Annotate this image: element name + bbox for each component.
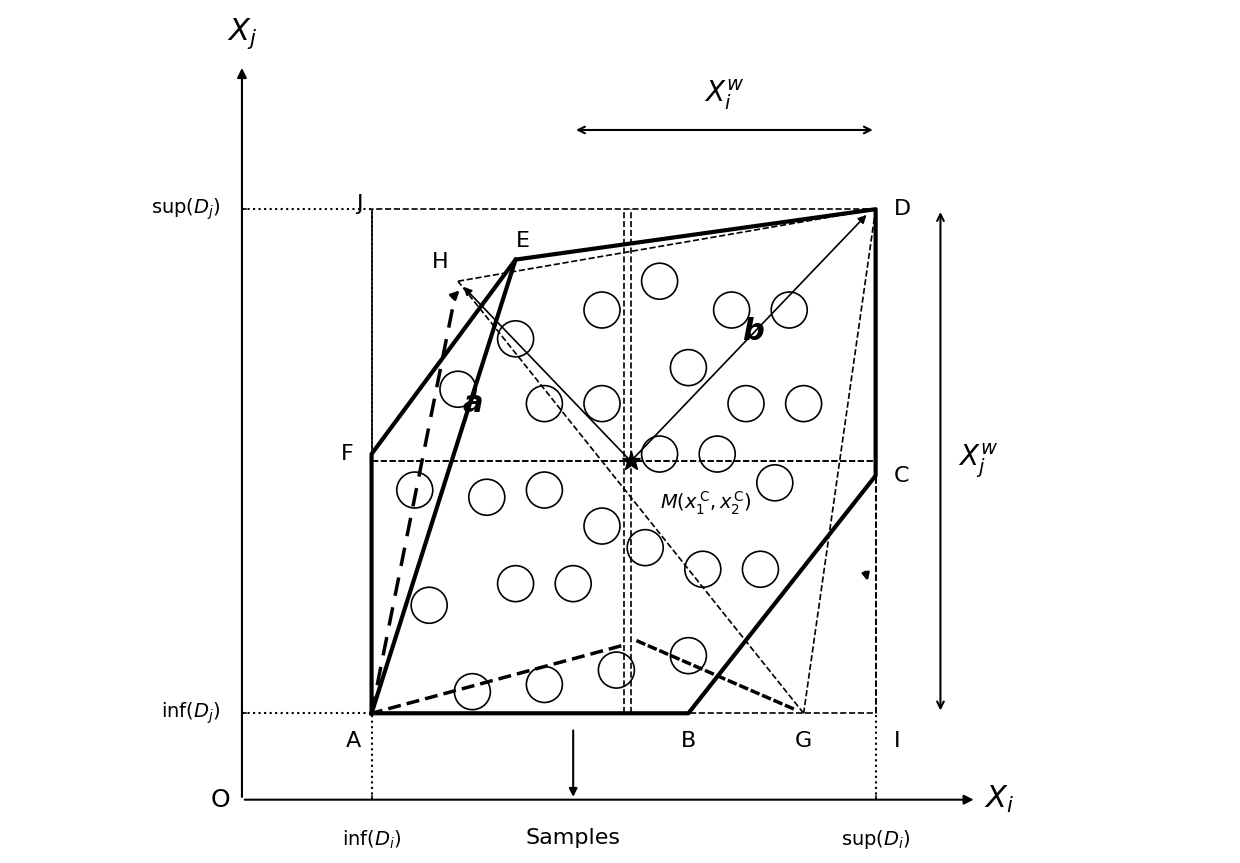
- Text: E: E: [516, 230, 529, 250]
- Text: $\inf(D_i)$: $\inf(D_i)$: [342, 828, 402, 851]
- Text: D: D: [894, 199, 910, 219]
- Text: $X_i$: $X_i$: [983, 784, 1013, 816]
- Text: $X_j^w$: $X_j^w$: [959, 442, 998, 481]
- Text: b: b: [743, 317, 764, 346]
- Text: a: a: [463, 389, 482, 419]
- Text: J: J: [356, 194, 362, 214]
- Text: F: F: [341, 444, 353, 464]
- Text: $\inf(D_j)$: $\inf(D_j)$: [161, 701, 221, 726]
- Text: $X_i^w$: $X_i^w$: [704, 78, 744, 112]
- Text: O: O: [211, 788, 231, 812]
- Text: C: C: [894, 466, 909, 486]
- Text: I: I: [894, 731, 900, 752]
- Text: $\sup(D_i)$: $\sup(D_i)$: [841, 828, 910, 852]
- Text: A: A: [346, 731, 361, 752]
- Text: G: G: [795, 731, 812, 752]
- Text: Samples: Samples: [526, 828, 621, 848]
- Text: $M(x_1^{\,\mathrm{C}},x_2^{\,\mathrm{C}})$: $M(x_1^{\,\mathrm{C}},x_2^{\,\mathrm{C}}…: [660, 490, 751, 518]
- Text: H: H: [433, 252, 449, 272]
- Text: B: B: [681, 731, 696, 752]
- Text: $X_j$: $X_j$: [227, 16, 257, 51]
- Text: $\sup(D_j)$: $\sup(D_j)$: [150, 197, 221, 222]
